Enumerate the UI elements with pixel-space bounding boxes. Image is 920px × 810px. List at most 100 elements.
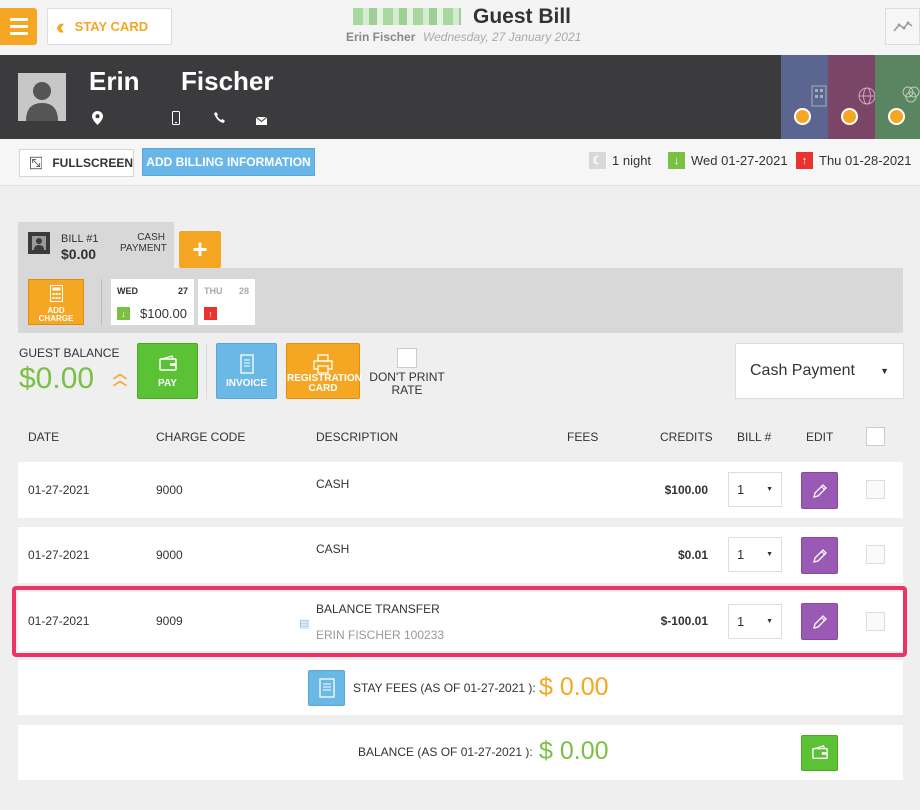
bill-payment-method: CASH PAYMENT: [120, 232, 167, 254]
wallet-icon: [811, 745, 828, 759]
table-row[interactable]: 01-27-2021 9000 CASH $100.00 1 ▼: [18, 462, 903, 518]
departure-date: Thu 01-28-2021: [819, 153, 912, 168]
pencil-icon: [812, 614, 827, 629]
stay-fees-row: STAY FEES (AS OF 01-27-2021 ): $ 0.00: [18, 660, 903, 715]
guest-bill-icon: [28, 232, 50, 254]
mobile-phone-icon[interactable]: [172, 111, 180, 128]
add-bill-button[interactable]: +: [179, 231, 221, 268]
menu-button[interactable]: [0, 8, 37, 45]
guest-balance-value: $0.00: [19, 362, 95, 395]
departure-arrow-icon: ↑: [796, 152, 813, 169]
arrival-arrow-icon: ↓: [117, 307, 130, 320]
registration-card-label: REGISTRATION CARD: [287, 373, 362, 394]
row-date: 01-27-2021: [28, 548, 90, 562]
fullscreen-label: FULLSCREEN: [52, 156, 133, 170]
header-date: Wednesday, 27 January 2021: [423, 30, 582, 44]
row-description: CASH: [316, 542, 350, 556]
row-highlight: [12, 586, 907, 657]
building-tile[interactable]: [781, 55, 828, 139]
guest-balance-label: GUEST BALANCE: [19, 346, 120, 360]
row-checkbox[interactable]: [866, 612, 885, 631]
printer-icon: [313, 354, 333, 374]
row-credits: $100.00: [664, 483, 708, 497]
day-amount: $100.00: [140, 306, 187, 321]
document-icon[interactable]: ▤: [299, 618, 310, 630]
invoice-button[interactable]: INVOICE: [216, 343, 277, 399]
dont-print-rate-checkbox[interactable]: [397, 348, 417, 368]
row-checkbox[interactable]: [866, 545, 885, 564]
guest-header: [0, 55, 920, 139]
row-credits: $-100.01: [660, 614, 708, 628]
arrival-stat: ↓ Wed 01-27-2021: [668, 152, 788, 169]
email-icon[interactable]: [255, 114, 268, 128]
pay-balance-button[interactable]: [801, 735, 838, 771]
bill-select-value: 1: [737, 614, 745, 629]
strip-divider: [101, 279, 102, 325]
select-all-checkbox[interactable]: [866, 427, 885, 446]
balance-value: $ 0.00: [539, 737, 609, 765]
registration-card-button[interactable]: REGISTRATION CARD: [286, 343, 362, 399]
circles-icon: [902, 86, 920, 103]
add-billing-information-button[interactable]: ADD BILLING INFORMATION: [142, 148, 315, 176]
table-row[interactable]: 01-27-2021 9000 CASH $0.01 1 ▼: [18, 527, 903, 583]
zoom-icon[interactable]: [794, 108, 811, 125]
edit-button[interactable]: [801, 537, 838, 574]
bill-select-value: 1: [737, 482, 745, 497]
day-date: 28: [238, 286, 249, 296]
header-guest-name: Erin Fischer: [346, 30, 416, 44]
payment-method-select[interactable]: Cash Payment ▼: [735, 343, 904, 399]
edit-button[interactable]: [801, 472, 838, 509]
day-name: THU: [204, 286, 223, 296]
stay-fees-button[interactable]: [308, 670, 345, 706]
col-header-fees: FEES: [567, 430, 599, 444]
balance-row: BALANCE (AS OF 01-27-2021 ): $ 0.00: [18, 725, 903, 780]
fullscreen-button[interactable]: FULLSCREEN: [19, 149, 134, 177]
row-checkbox[interactable]: [866, 480, 885, 499]
arrival-date: Wed 01-27-2021: [691, 153, 788, 168]
building-icon: [811, 85, 827, 107]
row-description: CASH: [316, 477, 350, 491]
bill-amount: $0.00: [61, 246, 97, 262]
caret-down-icon: ▼: [766, 486, 773, 493]
row-date: 01-27-2021: [28, 483, 90, 497]
zoom-icon[interactable]: [841, 108, 858, 125]
stay-card-label: STAY CARD: [74, 19, 149, 34]
pay-label: PAY: [158, 378, 177, 389]
pay-button[interactable]: PAY: [137, 343, 198, 399]
edit-button[interactable]: [801, 603, 838, 640]
dont-print-rate-label: DON'T PRINT RATE: [369, 370, 445, 397]
zoom-icon[interactable]: [888, 108, 905, 125]
globe-tile[interactable]: [828, 55, 876, 139]
row-description: BALANCE TRANSFER: [316, 602, 440, 616]
receipt-icon: [318, 678, 335, 698]
analytics-button[interactable]: [885, 8, 920, 45]
day-date: 27: [177, 286, 188, 296]
chevron-up-icon[interactable]: ︿ ︿: [113, 365, 127, 388]
row-bill-select[interactable]: 1 ▼: [728, 537, 782, 572]
guest-first-name: Erin: [89, 66, 140, 96]
row-description-sub: ERIN FISCHER 100233: [316, 628, 445, 642]
group-tile[interactable]: [875, 55, 920, 139]
row-charge-code: 9009: [156, 614, 183, 628]
col-header-edit: EDIT: [806, 430, 834, 444]
double-chevron-left-icon: ‹‹: [56, 13, 64, 39]
phone-icon[interactable]: [214, 112, 225, 126]
col-header-date: DATE: [28, 430, 60, 444]
row-date: 01-27-2021: [28, 614, 90, 628]
stay-card-back-button[interactable]: ‹‹ STAY CARD: [47, 8, 172, 45]
row-bill-select[interactable]: 1 ▼: [728, 604, 782, 639]
add-charge-button[interactable]: ADD CHARGE: [28, 279, 84, 325]
wallet-icon: [158, 355, 177, 371]
globe-icon: [858, 87, 876, 105]
calculator-icon: [50, 285, 63, 302]
avatar: [18, 73, 66, 121]
row-charge-code: 9000: [156, 548, 183, 562]
day-card-wed[interactable]: WED 27 ↓ $100.00: [111, 279, 194, 325]
location-pin-icon[interactable]: [92, 111, 103, 128]
table-row[interactable]: 01-27-2021 9009 ▤ BALANCE TRANSFER ERIN …: [18, 592, 903, 651]
day-card-thu[interactable]: THU 28 ↑: [198, 279, 255, 325]
payment-method-value: Cash Payment: [750, 362, 855, 379]
stay-fees-label: STAY FEES (AS OF 01-27-2021 ):: [353, 681, 536, 695]
day-name: WED: [117, 286, 138, 296]
row-bill-select[interactable]: 1 ▼: [728, 472, 782, 507]
